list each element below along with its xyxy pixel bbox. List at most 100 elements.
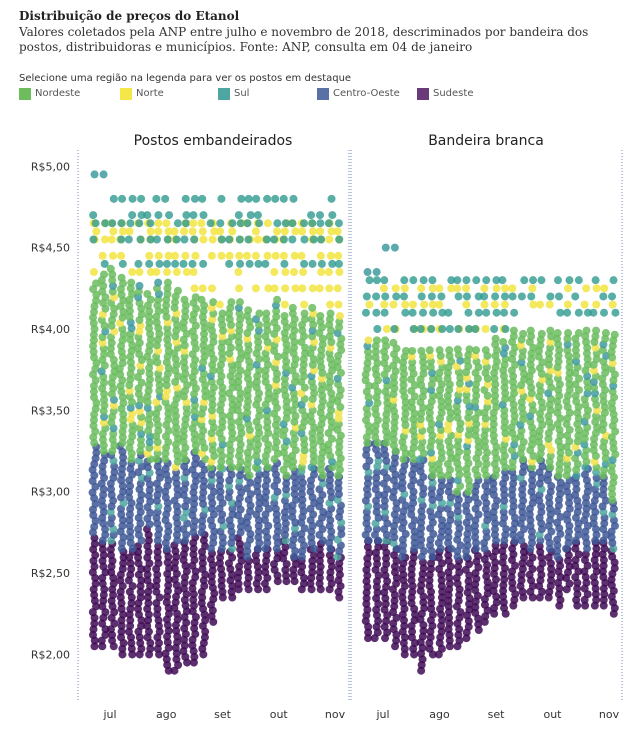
- price-dot-nordeste: [389, 435, 398, 444]
- price-dot-nordeste: [127, 455, 136, 464]
- price-dot-sudeste: [215, 559, 224, 568]
- price-dot-centro-oeste: [288, 507, 297, 516]
- price-dot-sul: [163, 235, 172, 244]
- price-dot-centro-oeste: [583, 487, 592, 496]
- price-dot-nordeste: [261, 372, 270, 381]
- price-dot-nordeste: [427, 460, 436, 469]
- price-dot-nordeste: [399, 386, 408, 395]
- price-dot-centro-oeste: [499, 508, 508, 517]
- price-dot-sul: [126, 219, 135, 228]
- price-dot-sudeste: [261, 568, 270, 577]
- price-dot-sudeste: [163, 661, 172, 670]
- price-dot-nordeste: [163, 278, 172, 287]
- price-dot-nordeste: [282, 403, 291, 412]
- price-dot-nordeste: [172, 429, 181, 438]
- price-dot-norte: [462, 284, 471, 293]
- price-dot-nordeste: [335, 311, 344, 320]
- price-dot-sul: [553, 276, 562, 285]
- price-dot-nordeste: [363, 364, 372, 373]
- price-dot-norte: [500, 300, 509, 309]
- price-dot-nordeste: [525, 377, 534, 386]
- price-dot-norte: [182, 268, 191, 277]
- price-dot-centro-oeste: [398, 547, 407, 556]
- price-dot-nordeste: [528, 463, 537, 472]
- price-dot-nordeste: [163, 329, 172, 338]
- price-dot-norte: [447, 284, 456, 293]
- price-dot-nordeste: [490, 437, 499, 446]
- price-dot-centro-oeste: [489, 513, 498, 522]
- price-dot-nordeste: [201, 392, 210, 401]
- price-dot-nordeste: [152, 318, 161, 327]
- price-dot-centro-oeste: [489, 479, 498, 488]
- price-dot-centro-oeste: [556, 512, 565, 521]
- price-dot-nordeste: [572, 357, 581, 366]
- price-dot-centro-oeste: [216, 493, 225, 502]
- price-dot-sul: [317, 259, 326, 268]
- price-dot-nordeste: [191, 447, 200, 456]
- price-dot-nordeste: [545, 355, 554, 364]
- price-dot-sul: [244, 194, 253, 203]
- price-dot-norte: [164, 227, 173, 236]
- price-dot-nordeste: [243, 391, 252, 400]
- price-dot-sul: [146, 235, 155, 244]
- price-dot-sul: [289, 194, 298, 203]
- price-dot-norte: [251, 251, 260, 260]
- price-dot-centro-oeste: [500, 496, 509, 505]
- price-dot-nordeste: [233, 406, 242, 415]
- price-dot-centro-oeste: [89, 511, 98, 520]
- price-dot-nordeste: [335, 442, 344, 451]
- price-dot-sul: [162, 259, 171, 268]
- price-dot-nordeste: [200, 352, 209, 361]
- price-dot-nordeste: [443, 374, 452, 383]
- price-dot-nordeste: [583, 389, 592, 398]
- price-dot-nordeste: [401, 346, 410, 355]
- price-dot-sudeste: [499, 592, 508, 601]
- price-dot-centro-oeste: [583, 544, 592, 553]
- price-dot-sul: [546, 292, 555, 301]
- price-dot-sudeste: [444, 591, 453, 600]
- price-dot-centro-oeste: [236, 528, 245, 537]
- price-dot-sul: [444, 308, 453, 317]
- price-dot-sul: [136, 235, 145, 244]
- price-dot-nordeste: [572, 471, 581, 480]
- price-dot-sul: [600, 308, 609, 317]
- price-dot-norte: [280, 300, 289, 309]
- price-dot-norte: [400, 284, 409, 293]
- price-dot-centro-oeste: [362, 451, 371, 460]
- price-dot-centro-oeste: [228, 504, 237, 513]
- price-dot-norte: [172, 268, 181, 277]
- price-dot-norte: [225, 251, 234, 260]
- price-dot-norte: [289, 268, 298, 277]
- price-dot-sul: [152, 194, 161, 203]
- price-dot-sudeste: [136, 587, 145, 596]
- price-dot-nordeste: [510, 389, 519, 398]
- price-dot-sudeste: [444, 556, 453, 565]
- panel-postos-embandeirados: Postos embandeirados jul ago set out nov: [88, 133, 346, 721]
- price-dot-centro-oeste: [334, 490, 343, 499]
- price-dot-norte: [545, 300, 554, 309]
- price-dot-sudeste: [117, 627, 126, 636]
- price-dot-sul: [236, 259, 245, 268]
- price-dot-nordeste: [309, 446, 318, 455]
- price-dot-nordeste: [228, 400, 237, 409]
- price-dot-nordeste: [252, 383, 261, 392]
- price-dot-sul: [281, 219, 290, 228]
- price-dot-centro-oeste: [581, 533, 590, 542]
- price-dot-nordeste: [208, 417, 217, 426]
- price-dot-nordeste: [99, 418, 108, 427]
- price-dot-sul: [429, 308, 438, 317]
- price-dot-nordeste: [118, 359, 127, 368]
- price-dot-centro-oeste: [119, 487, 128, 496]
- price-dot-sul: [417, 292, 426, 301]
- price-dot-sudeste: [482, 572, 491, 581]
- price-dot-sudeste: [118, 650, 127, 659]
- price-dot-nordeste: [481, 346, 490, 355]
- price-dot-nordeste: [471, 386, 480, 395]
- price-dot-nordeste: [472, 346, 481, 355]
- price-dot-sudeste: [547, 570, 556, 579]
- price-dot-nordeste: [280, 317, 289, 326]
- price-dot-norte: [181, 251, 190, 260]
- price-dot-nordeste: [509, 332, 518, 341]
- price-dot-nordeste: [574, 329, 583, 338]
- price-dot-nordeste: [361, 376, 370, 385]
